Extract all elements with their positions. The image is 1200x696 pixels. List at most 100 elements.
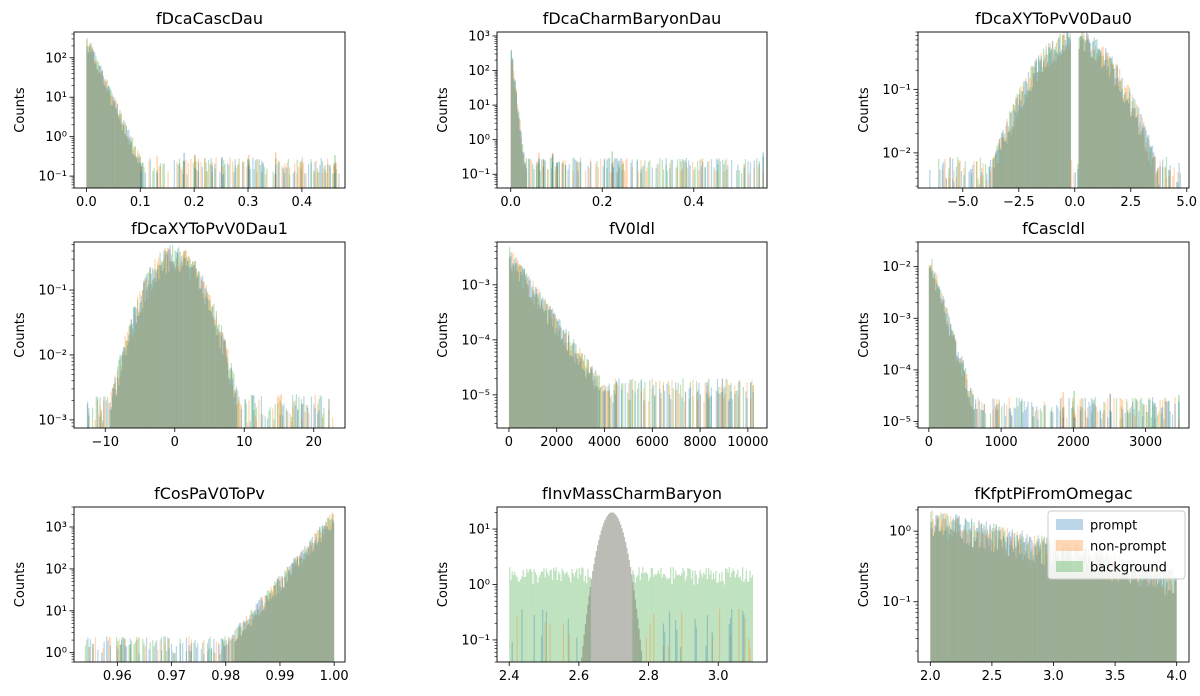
bar-non-prompt <box>209 295 211 428</box>
bar-prompt <box>1003 403 1005 428</box>
bar-non-prompt <box>140 311 142 428</box>
bar-non-prompt <box>1133 563 1135 662</box>
bar-non-prompt <box>707 385 709 428</box>
bar-background <box>951 529 953 662</box>
bar-non-prompt <box>1134 577 1137 662</box>
bar-non-prompt <box>719 393 721 428</box>
bar-prompt <box>972 395 974 428</box>
bar-prompt <box>1012 548 1015 662</box>
bar-background <box>1169 589 1171 662</box>
bar-non-prompt <box>118 639 120 662</box>
x-tick-label: 2000 <box>540 435 573 450</box>
bar-background <box>1154 566 1156 662</box>
bar-non-prompt <box>1121 565 1123 662</box>
bar-non-prompt <box>969 387 972 428</box>
bar-non-prompt <box>96 70 98 188</box>
bar-prompt <box>128 129 130 188</box>
bar-prompt <box>517 109 519 188</box>
bar-background <box>149 266 151 428</box>
bar-non-prompt <box>133 332 135 428</box>
bar-non-prompt <box>593 372 596 428</box>
bar-non-prompt <box>196 271 199 428</box>
bar-non-prompt <box>1172 594 1175 662</box>
bar-background <box>1062 34 1064 188</box>
bar-background <box>540 159 543 188</box>
bar-background <box>182 160 184 188</box>
bar-prompt <box>1001 132 1003 188</box>
bar-prompt <box>97 649 99 662</box>
bar-non-prompt <box>212 304 214 428</box>
bar-prompt <box>666 383 668 428</box>
bar-non-prompt <box>1113 397 1115 428</box>
bar-background <box>1112 65 1114 188</box>
bar-background <box>1145 151 1147 188</box>
bar-non-prompt <box>518 264 521 428</box>
bar-prompt <box>747 160 749 188</box>
bar-non-prompt <box>572 170 574 188</box>
bar-background <box>975 537 978 662</box>
bar-prompt <box>668 611 671 662</box>
bar-prompt <box>225 355 228 428</box>
bar-background <box>97 61 100 188</box>
bar-background <box>199 288 201 428</box>
bar-prompt <box>110 407 112 428</box>
bar-prompt <box>1115 78 1117 188</box>
bar-prompt <box>525 167 528 188</box>
bar-non-prompt <box>1091 49 1093 188</box>
bar-non-prompt <box>993 155 995 188</box>
bar-prompt <box>594 557 596 662</box>
bar-prompt <box>523 152 525 188</box>
bar-non-prompt <box>279 576 281 662</box>
bar-background <box>688 398 690 428</box>
bar-background <box>1026 82 1028 188</box>
bar-non-prompt <box>552 314 554 428</box>
bar-prompt <box>618 167 621 188</box>
bar-background <box>982 175 984 188</box>
bar-non-prompt <box>603 523 605 662</box>
bar-non-prompt <box>953 170 955 188</box>
bar-background <box>84 645 87 662</box>
bar-non-prompt <box>1054 61 1056 188</box>
bar-prompt <box>254 160 257 188</box>
bar-non-prompt <box>1164 587 1166 662</box>
bar-prompt <box>1081 574 1084 662</box>
bar-background <box>561 338 564 428</box>
bar-prompt <box>688 160 690 188</box>
bar-background <box>305 404 308 428</box>
bar-prompt <box>214 163 216 188</box>
bar-prompt <box>1104 572 1106 662</box>
bar-background <box>1081 36 1083 188</box>
bar-background <box>1020 107 1022 188</box>
bar-background <box>675 167 677 188</box>
bar-prompt <box>278 576 280 662</box>
bar-non-prompt <box>304 559 306 662</box>
bar-non-prompt <box>315 160 317 188</box>
bar-prompt <box>1091 562 1093 662</box>
bar-background <box>1043 48 1045 188</box>
bar-non-prompt <box>528 276 530 428</box>
bar-background <box>1087 39 1089 188</box>
bar-background <box>726 568 728 662</box>
bar-background <box>1034 410 1037 428</box>
bar-non-prompt <box>1075 545 1077 662</box>
bar-non-prompt <box>576 357 578 428</box>
bar-non-prompt <box>1089 558 1091 662</box>
bar-prompt <box>989 159 992 188</box>
bar-prompt <box>634 599 637 662</box>
bar-background <box>146 272 149 428</box>
bar-non-prompt <box>1049 43 1051 188</box>
bar-prompt <box>705 382 708 428</box>
x-tick-label: −5.0 <box>947 195 979 210</box>
bar-non-prompt <box>1096 577 1098 662</box>
bar-background <box>121 122 124 188</box>
bar-non-prompt <box>583 634 585 662</box>
bar-prompt <box>1013 109 1016 188</box>
bar-non-prompt <box>1078 547 1080 662</box>
bar-background <box>979 157 982 188</box>
bar-background <box>1095 564 1097 662</box>
bar-background <box>1038 547 1040 662</box>
bar-prompt <box>292 173 295 188</box>
bar-prompt <box>1100 553 1102 662</box>
bar-prompt <box>115 107 117 188</box>
bar-background <box>511 271 513 428</box>
